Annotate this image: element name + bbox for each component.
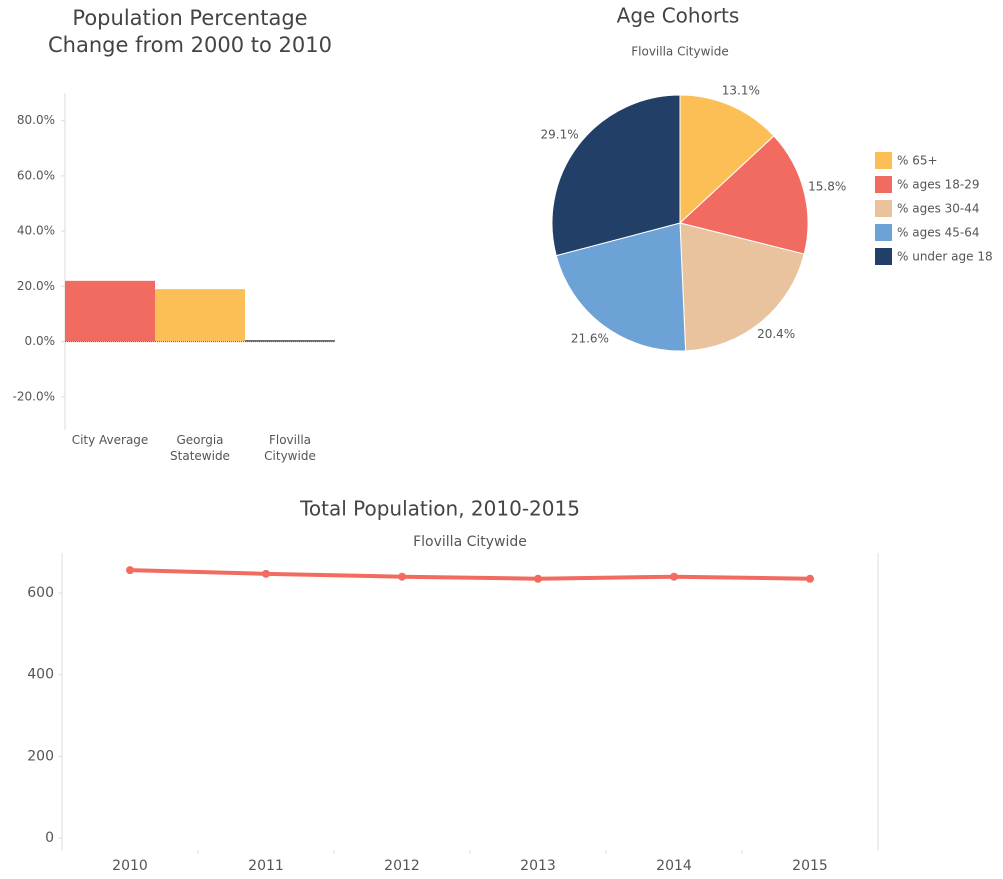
x-tick-label: 2014 <box>656 858 692 874</box>
y-tick-label: 60.0% <box>17 168 55 182</box>
x-tick-label: 2012 <box>384 858 420 874</box>
y-tick-label: -20.0% <box>13 389 55 403</box>
data-label: 21.6% <box>571 331 609 345</box>
pie-slice <box>551 94 681 257</box>
point <box>262 569 270 578</box>
chart-subtitle: Flovilla Citywide <box>631 45 729 59</box>
data-label: 13.1% <box>722 84 760 98</box>
x-tick-label: 2011 <box>248 858 284 874</box>
y-tick-label: 40.0% <box>17 224 55 238</box>
point <box>806 574 814 583</box>
x-tick-label: 2015 <box>792 858 828 874</box>
legend-label: % under age 18 <box>897 250 993 264</box>
data-label: 20.4% <box>757 327 795 341</box>
x-tick-label: 2013 <box>520 858 556 874</box>
legend-swatch <box>875 200 892 217</box>
bar <box>245 340 335 342</box>
data-label: 15.8% <box>808 180 846 194</box>
line-series <box>129 568 811 581</box>
point <box>670 572 678 581</box>
chart-title: Population Percentage Change from 2000 t… <box>48 6 332 58</box>
y-tick-label: 400 <box>27 667 54 683</box>
y-tick-label: 80.0% <box>17 113 55 127</box>
y-tick-label: 20.0% <box>17 279 55 293</box>
bar <box>65 280 155 342</box>
legend-label: % 65+ <box>897 154 938 168</box>
legend-label: % ages 18-29 <box>897 178 980 192</box>
legend-swatch <box>875 152 892 169</box>
pie-slice <box>678 135 809 255</box>
chart-title: Age Cohorts <box>617 4 740 28</box>
chart-title: Total Population, 2010-2015 <box>299 497 580 521</box>
y-tick-label: 0 <box>45 830 54 846</box>
pie-slice <box>679 222 805 352</box>
x-tick-label: Flovilla Citywide <box>264 433 316 463</box>
bar <box>155 289 245 342</box>
point <box>534 574 542 583</box>
pie-slice <box>555 222 687 352</box>
legend-label: % ages 30-44 <box>897 202 980 216</box>
legend-swatch <box>875 224 892 241</box>
y-tick-label: 600 <box>27 585 54 601</box>
point <box>126 566 134 575</box>
legend-swatch <box>875 176 892 193</box>
data-label: 29.1% <box>541 128 579 142</box>
x-tick-label: 2010 <box>112 858 148 874</box>
chart-subtitle: Flovilla Citywide <box>413 534 527 550</box>
x-tick-label: Georgia Statewide <box>170 433 230 463</box>
legend-label: % ages 45-64 <box>897 226 980 240</box>
pie-slice <box>679 94 775 225</box>
y-tick-label: 0.0% <box>25 334 56 348</box>
legend-swatch <box>875 248 892 265</box>
x-tick-label: City Average <box>71 433 149 447</box>
point <box>398 572 406 581</box>
y-tick-label: 200 <box>27 748 54 764</box>
